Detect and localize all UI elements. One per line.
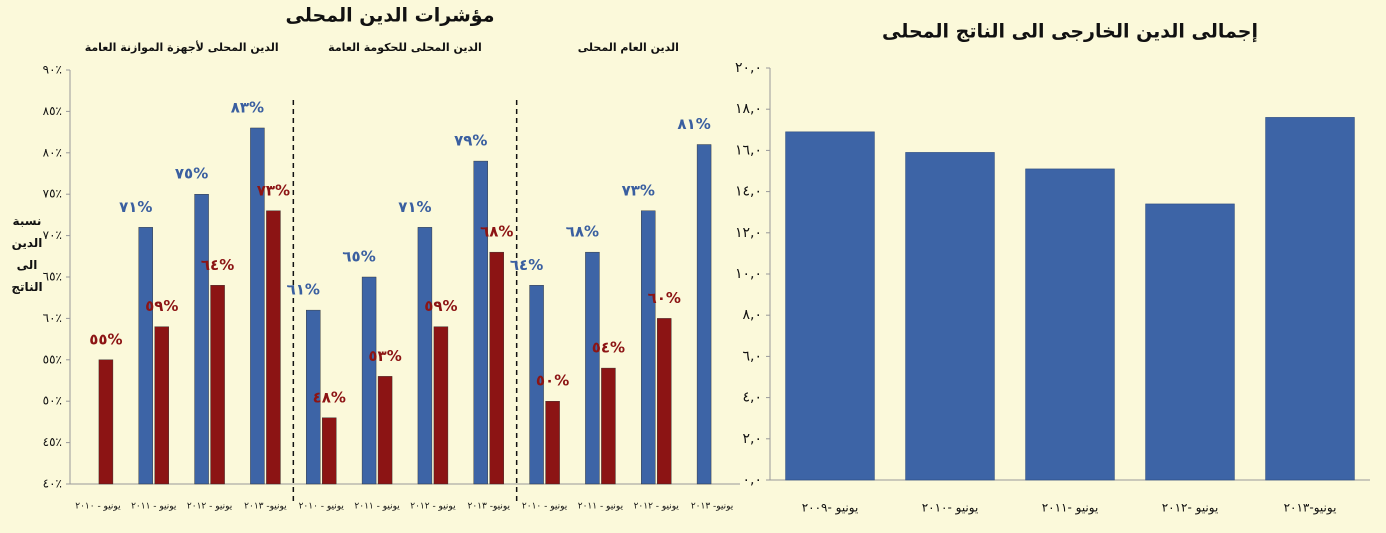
y-tick-label: ٧٠٪	[43, 228, 62, 242]
x-tick-label: يونيو - ٢٠١٠	[299, 502, 345, 512]
y-tick-label: ٤,٠	[743, 390, 763, 406]
y-tick-label: ١٨,٠	[735, 101, 762, 117]
bar	[377, 376, 393, 485]
y-tick-label: ٢٠,٠	[735, 60, 762, 76]
y-tick-label: ٧٥٪	[43, 187, 62, 201]
x-tick-label: يونيو - ٢٠١١	[131, 502, 177, 512]
data-label: ٨٣%	[231, 98, 264, 116]
data-label: ٦٤%	[510, 256, 543, 274]
data-label: ٧٥%	[175, 165, 208, 183]
x-tick-label: يونيو - ٢٠١٢	[634, 502, 680, 512]
bar	[1265, 117, 1355, 481]
data-label: ٧٣%	[257, 181, 290, 199]
x-tick-label: يونيو- ٢٠١٣	[691, 502, 734, 512]
data-label: ٥٥%	[89, 330, 122, 348]
bar	[473, 160, 488, 485]
data-label: ٥٠%	[536, 372, 569, 390]
bar	[1025, 168, 1115, 481]
bar	[905, 152, 995, 481]
bar	[529, 285, 544, 485]
x-tick-label: يونيو - ٢٠١٠	[522, 502, 568, 512]
data-label: ٦٠%	[648, 289, 681, 307]
y-tick-label: ٩٠٪	[43, 63, 62, 77]
y-tick-label: ٨٥٪	[43, 104, 62, 118]
y-tick-label: ٢,٠	[743, 431, 763, 447]
bar	[545, 401, 560, 485]
bar	[154, 326, 169, 485]
x-tick-label: يونيو-٢٠١٣	[1284, 501, 1337, 516]
bar	[266, 210, 281, 485]
y-tick-label: ٨٠٪	[43, 145, 62, 159]
y-tick-label: ٦٠٪	[43, 311, 62, 325]
y-tick-label: ٨,٠	[743, 307, 763, 323]
bar	[322, 417, 337, 485]
data-label: ٧٩%	[454, 132, 487, 150]
data-label: ٤٨%	[313, 388, 346, 406]
data-label: ٧١%	[398, 198, 431, 216]
x-tick-label: يونيو -٢٠٠٩	[802, 501, 859, 516]
chart-title: إجمالى الدين الخارجى الى الناتج المحلى	[882, 21, 1258, 43]
bar	[489, 251, 504, 485]
bar	[601, 367, 616, 485]
section-title: الدين المحلى لأجهزة الموازنة العامة	[85, 40, 279, 54]
y-tick-label: ٥٥٪	[43, 352, 62, 366]
bar	[210, 285, 225, 485]
y-axis-title: نسبة الدين الى الناتج	[11, 214, 43, 294]
data-label: ٧٣%	[622, 181, 655, 199]
data-label: ٥٩%	[424, 297, 457, 315]
data-label: ٥٩%	[145, 297, 178, 315]
y-tick-label: ٥٠٪	[43, 394, 62, 408]
bar	[1145, 203, 1235, 481]
data-label: ٦٤%	[201, 256, 234, 274]
y-tick-label: ١٤,٠	[735, 184, 762, 200]
section-title: الدين العام المحلى	[578, 41, 679, 54]
bar	[696, 144, 712, 485]
x-tick-label: يونيو - ٢٠١٢	[410, 502, 456, 512]
bar	[98, 359, 114, 485]
x-tick-label: يونيو -٢٠١٢	[1162, 501, 1219, 516]
y-tick-label: ٤٥٪	[43, 435, 62, 449]
x-tick-label: يونيو- ٢٠١٣	[244, 502, 287, 512]
y-tick-label: ١٦,٠	[735, 142, 762, 158]
y-tick-label: ١٠,٠	[735, 266, 762, 282]
x-tick-label: يونيو - ٢٠١٠	[75, 502, 121, 512]
data-label: ٦٥%	[342, 248, 375, 266]
bar	[417, 227, 433, 485]
section-title: الدين المحلى للحكومة العامة	[328, 41, 482, 54]
x-tick-label: يونيو - ٢٠١١	[354, 502, 400, 512]
data-label: ٧١%	[119, 198, 152, 216]
y-tick-label: ٤٠٪	[43, 477, 62, 491]
bar	[361, 276, 377, 485]
data-label: ٦٨%	[480, 223, 513, 241]
data-label: ٨١%	[677, 115, 710, 133]
x-tick-label: يونيو- ٢٠١٣	[468, 502, 511, 512]
x-tick-label: يونيو -٢٠١١	[1042, 501, 1099, 516]
bar	[433, 326, 449, 485]
x-tick-label: يونيو - ٢٠١١	[578, 502, 624, 512]
bar	[138, 227, 153, 485]
bar	[641, 210, 656, 485]
bar	[194, 193, 209, 485]
data-label: ٦٨%	[566, 223, 599, 241]
data-label: ٥٤%	[592, 339, 625, 357]
bar	[785, 131, 875, 481]
y-tick-label: ١٢,٠	[735, 225, 762, 241]
chart-title: مؤشرات الدين المحلى	[286, 5, 495, 27]
data-label: ٥٣%	[368, 347, 401, 365]
y-tick-label: ٦,٠	[743, 348, 763, 364]
data-label: ٦١%	[287, 281, 320, 299]
y-tick-label: ٦٥٪	[43, 270, 62, 284]
bar	[585, 251, 600, 485]
bar	[250, 127, 265, 485]
bar	[306, 309, 321, 485]
x-tick-label: يونيو -٢٠١٠	[922, 501, 979, 516]
bar	[657, 318, 672, 485]
x-tick-label: يونيو - ٢٠١٢	[187, 502, 233, 512]
y-tick-label: ٠,٠	[743, 472, 763, 488]
